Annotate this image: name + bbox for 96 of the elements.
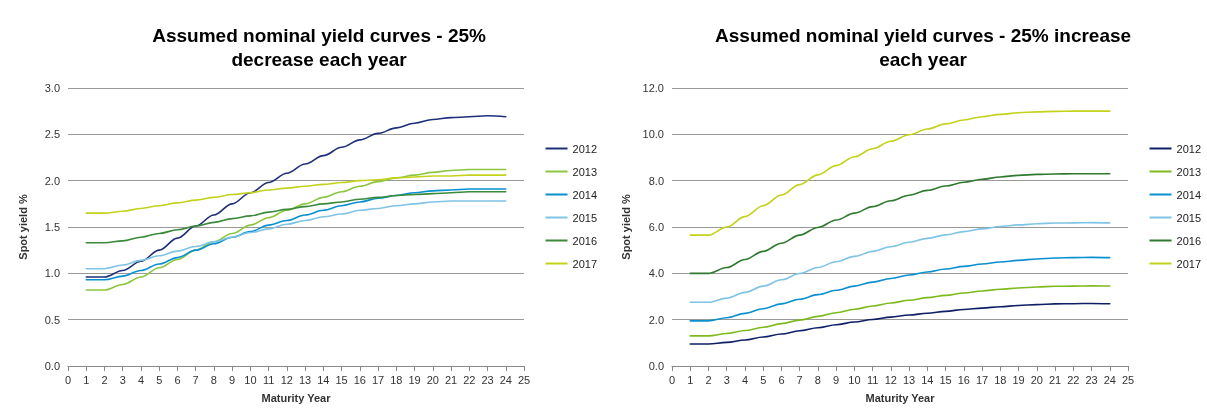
legend-label: 2014 [1176,188,1201,201]
line-series [85,168,507,291]
line-series [85,174,507,214]
legend-label: 2017 [572,257,598,270]
x-tick-label: 1 [83,373,90,386]
y-tick-label: 12.0 [642,82,664,94]
x-tick-label: 5 [759,373,766,386]
x-tick-label: 2 [704,373,712,386]
y-tick-label: 0.0 [648,360,664,372]
y-tick-label: 1.5 [44,221,60,233]
x-tick-label: 12 [884,373,897,386]
x-tick-label: 2 [101,373,108,386]
x-axis-title: Maturity Year [865,391,935,404]
x-tick-label: 20 [1030,373,1043,386]
x-tick-label: 20 [426,373,439,386]
x-tick-label: 8 [210,373,217,386]
x-tick-label: 24 [1103,373,1116,386]
x-tick-label: 11 [866,373,878,386]
x-tick-label: 13 [902,373,915,386]
y-tick-label: 8.0 [648,174,664,187]
y-tick-label: 4.0 [648,267,664,280]
y-tick-label: 2.0 [44,174,60,187]
x-tick-label: 1 [686,373,693,386]
x-tick-label: 17 [975,373,988,386]
x-tick-label: 4 [741,373,748,386]
legend-label: 2013 [572,165,598,178]
y-tick-label: 3.0 [44,82,60,94]
line-series [688,302,1111,345]
x-tick-label: 12 [280,373,294,386]
legend-label: 2012 [572,142,598,155]
y-tick-label: 0.0 [44,360,60,372]
x-tick-label: 19 [1011,373,1025,386]
line-series [85,190,507,244]
legend-label: 2015 [572,211,598,224]
x-tick-label: 8 [814,373,821,386]
line-series [688,110,1111,236]
x-tick-label: 15 [938,373,952,386]
x-tick-label: 16 [957,373,970,386]
legend-label: 2015 [1176,211,1201,224]
x-tick-label: 18 [390,373,403,386]
legend-label: 2017 [1176,257,1201,270]
y-tick-label: 2.5 [44,128,60,141]
line-series [688,256,1111,322]
x-tick-label: 17 [371,373,385,386]
x-tick-label: 13 [298,373,312,386]
x-tick-label: 6 [777,373,784,386]
x-tick-label: 9 [832,373,839,386]
legend-label: 2014 [572,188,598,201]
x-tick-label: 14 [920,373,933,386]
x-tick-label: 11 [262,373,275,386]
x-tick-label: 5 [156,373,163,386]
legend-label: 2012 [1176,142,1201,155]
y-axis-title: Spot yield % [619,194,632,260]
x-tick-label: 3 [723,373,730,386]
x-tick-label: 0 [64,373,72,386]
x-tick-label: 16 [353,373,366,386]
x-tick-label: 14 [317,373,330,386]
x-tick-label: 6 [174,373,181,386]
x-tick-label: 25 [1121,373,1134,386]
x-tick-label: 18 [993,373,1006,386]
y-tick-label: 0.5 [44,313,60,326]
line-series [85,188,507,281]
y-tick-label: 1.0 [44,267,60,280]
x-tick-label: 22 [1066,373,1079,386]
chart-title: Assumed nominal yield curves - 25% decrease each year [152,24,487,70]
x-tick-label: 22 [463,373,476,386]
x-tick-label: 4 [137,373,145,386]
y-tick-label: 10.0 [642,128,664,141]
x-tick-label: 25 [517,373,531,386]
legend-label: 2013 [1176,165,1201,178]
line-series [688,285,1111,337]
x-tick-label: 9 [229,373,236,386]
line-series [688,221,1111,304]
line-series [85,200,507,270]
x-tick-label: 3 [119,373,126,386]
line-series [85,115,507,278]
x-tick-label: 15 [335,373,348,386]
x-tick-label: 21 [1048,373,1061,386]
x-tick-label: 23 [481,373,494,386]
x-tick-label: 23 [1084,373,1098,386]
x-tick-label: 0 [668,373,675,386]
x-axis-title: Maturity Year [261,391,332,404]
x-tick-label: 24 [499,373,512,386]
x-tick-label: 10 [847,373,861,386]
x-tick-label: 19 [408,373,421,386]
x-tick-label: 7 [796,373,803,386]
line-series [688,172,1111,275]
chart-title: Assumed nominal yield curves - 25% increase each year [714,24,1131,70]
x-tick-label: 21 [444,373,458,386]
x-tick-label: 7 [192,373,199,386]
legend-label: 2016 [1176,234,1201,247]
x-tick-label: 10 [244,373,257,386]
legend-label: 2016 [572,234,598,247]
y-tick-label: 2.0 [648,313,664,326]
y-tick-label: 6.0 [648,221,664,233]
y-axis-title: Spot yield % [16,194,29,260]
